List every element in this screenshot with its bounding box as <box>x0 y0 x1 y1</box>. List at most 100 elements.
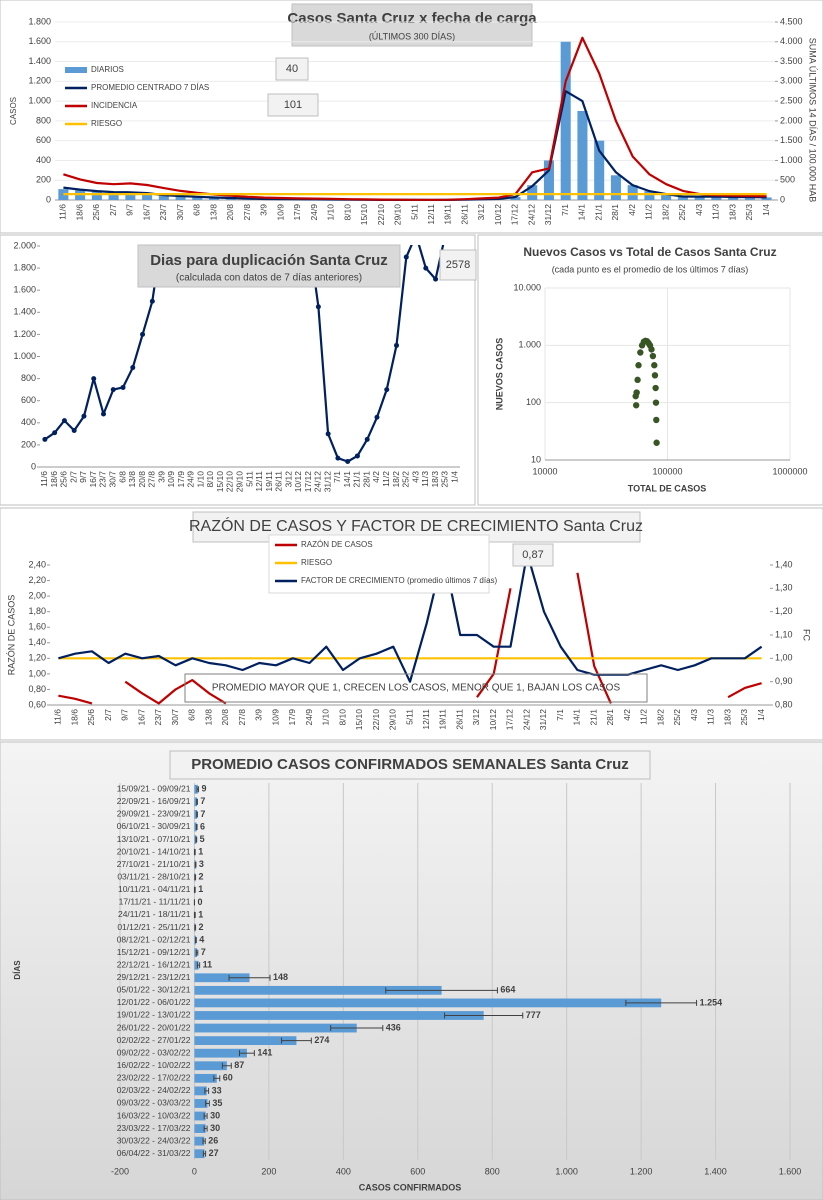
x-tick-label: 29/10 <box>393 204 403 226</box>
x-tick-label: 15/10 <box>354 709 364 731</box>
annotation-box <box>267 93 319 117</box>
x-tick-label: 18/6 <box>74 204 84 221</box>
y2-axis-label: FC <box>802 629 812 641</box>
y-tick-label: 13/10/21 - 07/10/21 <box>117 834 191 844</box>
error-bar <box>195 823 198 830</box>
x-tick-label: 28/1 <box>605 709 615 726</box>
x-tick-label: 10/9 <box>166 471 176 488</box>
point <box>42 436 48 442</box>
bar <box>209 197 220 200</box>
x-tick-label: 10/12 <box>488 709 498 731</box>
x-tick-label: 25/3 <box>739 709 749 726</box>
x-tick-label: 24/12 <box>526 204 536 226</box>
x-tick-label: 10/12 <box>293 471 303 493</box>
x-tick-label: 13/8 <box>203 709 213 726</box>
x-tick-label: 14/1 <box>577 204 587 221</box>
y-axis-label: DÍAS <box>13 960 22 980</box>
x-tick-label: 4/3 <box>689 709 699 721</box>
bar <box>677 196 688 200</box>
x-tick-label: 3/9 <box>259 204 269 216</box>
y-tick-label: 1,00 <box>28 668 46 678</box>
plot-area <box>58 564 763 705</box>
y2-tick-label: 1,30 <box>775 583 793 593</box>
point <box>384 387 390 393</box>
error-bar <box>205 1100 210 1107</box>
error-bar <box>195 836 198 843</box>
bar <box>194 1048 247 1058</box>
chart-subtitle: (cada punto es el promedio de los último… <box>552 264 749 274</box>
bar <box>194 1136 205 1146</box>
x-tick-label: 18/3 <box>722 709 732 726</box>
x-tick-label: 20/8 <box>225 204 235 221</box>
y-tick-label: 0,80 <box>28 684 46 694</box>
bar <box>194 810 198 819</box>
bar <box>194 1023 357 1033</box>
y-tick-label: 1,60 <box>28 622 46 632</box>
x-tick-label: 26/11 <box>274 471 284 492</box>
y-tick-label: 200 <box>21 439 36 449</box>
y-tick-label: 06/04/22 - 31/03/22 <box>117 1148 191 1158</box>
y-tick-label: 06/10/21 - 30/09/21 <box>117 821 191 831</box>
y-tick-label: 800 <box>21 373 36 383</box>
x-tick-label: 4/3 <box>694 204 704 216</box>
x-tick-label: 6/8 <box>187 709 197 721</box>
x-tick-label: 1/10 <box>321 709 331 726</box>
x-tick-label: 11/6 <box>39 471 49 487</box>
plot-area <box>42 245 445 464</box>
bar <box>661 194 672 200</box>
x-tick-label: 16/7 <box>88 471 98 488</box>
y2-tick-label: 1,10 <box>775 629 793 639</box>
y-tick-label: 20/10/21 - 14/10/21 <box>117 846 191 856</box>
x-tick-label: 24/9 <box>304 709 314 726</box>
x-tick-label: 20/8 <box>137 471 147 488</box>
error-bar <box>330 1025 384 1032</box>
x-tick-label: 6/8 <box>192 204 202 216</box>
error-bar <box>204 1087 210 1094</box>
point <box>652 384 659 392</box>
y2-tick-label: 0,90 <box>775 676 793 686</box>
x-tick-label: 31/12 <box>543 204 553 226</box>
value-label: 3 <box>199 859 204 869</box>
bar <box>175 196 186 200</box>
y-tick-label: 29/09/21 - 23/09/21 <box>117 809 191 819</box>
y-tick-label: 09/03/22 - 03/03/22 <box>117 1098 191 1108</box>
legend-label: DIARIOS <box>91 65 124 74</box>
value-label: 35 <box>212 1098 222 1108</box>
point <box>653 416 660 424</box>
y2-axis-label: SUMA ÚLTIMOS 14 DÍAS / 100.000 HAB <box>808 38 818 202</box>
x-tick-label: 600 <box>410 1166 425 1176</box>
annotation: 40 <box>286 63 298 75</box>
x-tick-label: 28/1 <box>361 471 371 488</box>
y2-tick-label: 4.000 <box>780 36 803 46</box>
error-bar <box>196 811 198 818</box>
bar <box>761 197 772 200</box>
point <box>633 389 640 396</box>
error-bar <box>196 962 201 969</box>
point <box>634 376 641 384</box>
bar <box>510 197 521 200</box>
bar <box>194 1111 206 1121</box>
value-label: 2 <box>199 922 204 932</box>
bar <box>194 797 198 807</box>
y-tick-label: 26/01/22 - 20/01/22 <box>117 1022 191 1032</box>
value-label: 2 <box>199 872 204 882</box>
value-label: 4 <box>199 934 204 944</box>
x-tick-label: 19/11 <box>438 709 448 730</box>
y2-tick-label: 2.500 <box>780 95 803 105</box>
bar <box>194 1073 217 1083</box>
x-tick-label: 14/1 <box>342 471 352 488</box>
x-tick-label: 18/3 <box>430 471 440 488</box>
y-tick-label: 400 <box>21 417 36 427</box>
x-tick-label: 1.600 <box>779 1166 802 1176</box>
x-tick-label: 24/12 <box>313 471 323 493</box>
y-tick-label: 01/12/21 - 25/11/21 <box>117 922 190 932</box>
point <box>91 376 97 382</box>
y-tick-label: 17/11/21 - 11/11/21 <box>119 897 191 907</box>
y-tick-label: 30/03/22 - 24/03/22 <box>117 1135 191 1145</box>
y-tick-label: 0 <box>46 194 51 204</box>
y-tick-label: 2,20 <box>28 575 46 585</box>
y-tick-label: 05/01/22 - 30/12/21 <box>117 985 191 995</box>
bar <box>158 195 169 200</box>
y2-tick-label: 4.500 <box>780 16 803 26</box>
x-tick-label: 23/7 <box>153 709 163 726</box>
